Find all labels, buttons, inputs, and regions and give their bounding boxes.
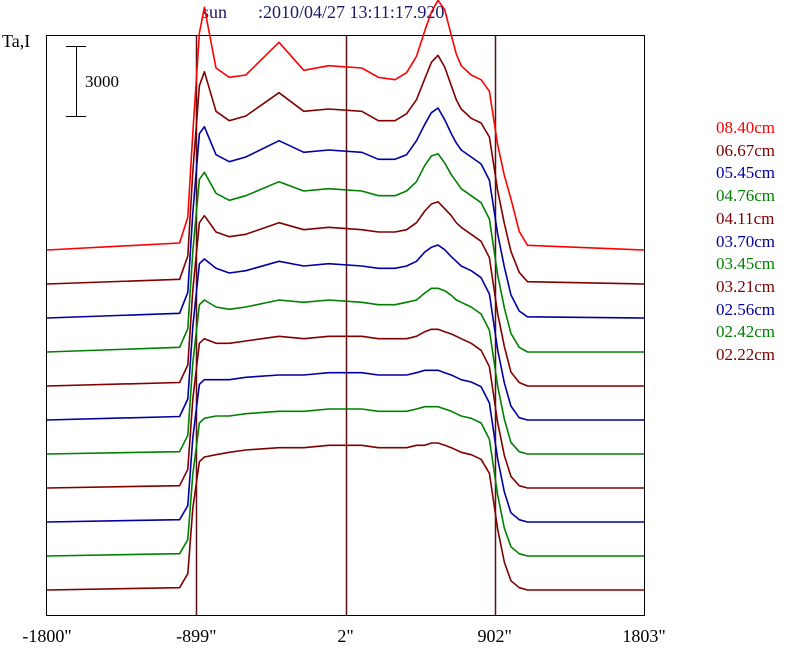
title-object: sun xyxy=(202,2,228,22)
plot-frame xyxy=(46,35,645,616)
legend-entry: 04.76cm xyxy=(716,186,776,206)
legend-entry: 02.56cm xyxy=(716,299,776,319)
x-tick-label: 902" xyxy=(477,626,512,646)
series-line-03.21cm xyxy=(46,328,644,489)
chart-title: sun :2010/04/27 13:11:17.920 xyxy=(0,2,791,26)
series-line-03.70cm xyxy=(46,244,644,421)
series-line-02.42cm xyxy=(46,405,644,557)
legend-entry: 06.67cm xyxy=(716,140,776,160)
x-tick-label: -1800" xyxy=(22,626,72,646)
x-tick-label: 2" xyxy=(337,626,354,646)
series-line-02.56cm xyxy=(46,369,644,523)
legend: 08.40cm 06.67cm 05.45cm 04.76cm 04.11cm 03.70… xyxy=(716,117,775,367)
series-group xyxy=(46,0,645,591)
series-line-03.45cm xyxy=(46,287,644,455)
series-line-04.11cm xyxy=(46,200,644,387)
legend-entry: 03.70cm xyxy=(716,231,776,251)
series-line-04.76cm xyxy=(46,152,644,353)
legend-entry: 08.40cm xyxy=(716,118,776,137)
series-line-08.40cm xyxy=(46,0,645,251)
scale-bar xyxy=(66,46,86,117)
series-line-06.67cm xyxy=(46,54,645,285)
vertical-marker-lines xyxy=(195,36,497,615)
scale-bar-label: 3000 xyxy=(85,72,119,91)
series-line-02.22cm xyxy=(46,442,644,591)
legend-entry: 04.11cm xyxy=(716,208,775,228)
title-timestamp: :2010/04/27 13:11:17.920 xyxy=(258,2,445,22)
series-line-05.45cm xyxy=(46,107,645,319)
legend-entry: 05.45cm xyxy=(716,163,776,183)
legend-entry: 02.42cm xyxy=(716,322,776,342)
x-tick-label: 1803" xyxy=(622,626,666,646)
x-tick-label: -899" xyxy=(176,626,217,646)
legend-entry: 03.21cm xyxy=(716,276,776,296)
y-axis-label: Ta,I xyxy=(2,31,31,51)
legend-entry: 02.22cm xyxy=(716,345,776,365)
legend-entry: 03.45cm xyxy=(716,254,776,274)
